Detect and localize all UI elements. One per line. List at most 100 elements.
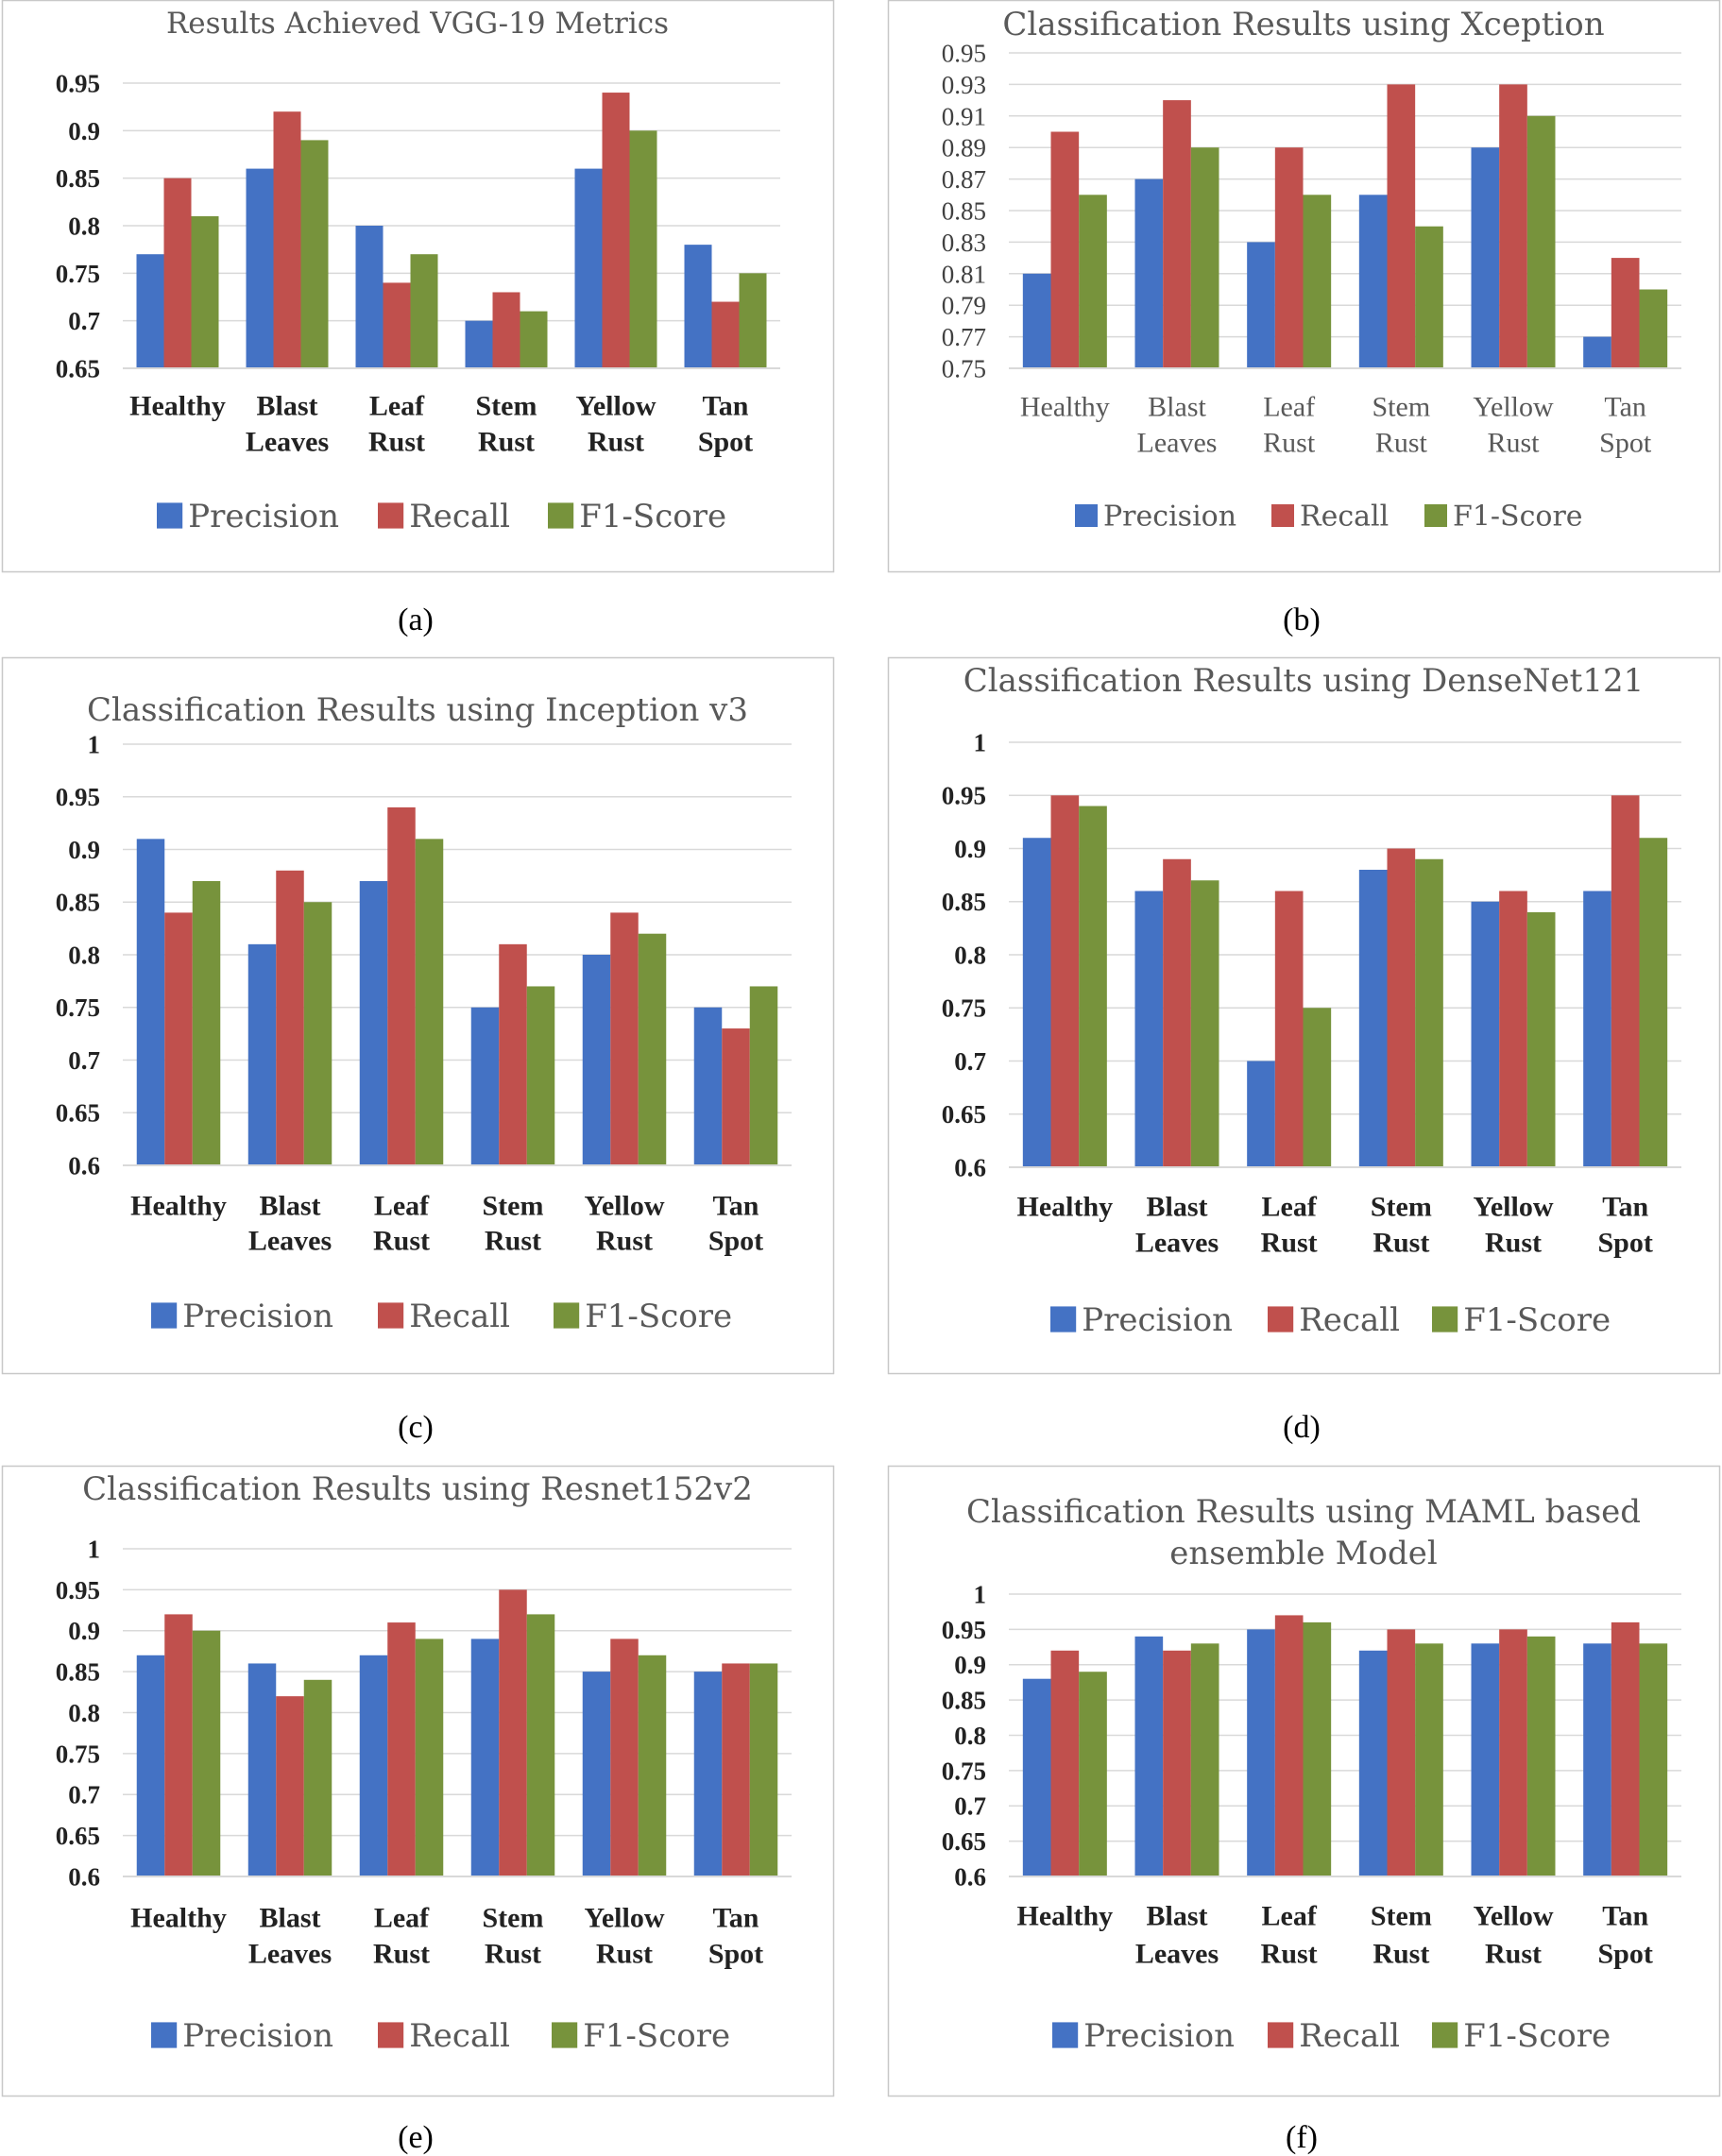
category-label: Rust [373, 1939, 430, 1970]
bar-precision [1583, 336, 1611, 368]
bar-precision [1134, 178, 1164, 368]
category-label: Rust [596, 1939, 653, 1970]
bar-recall [1274, 147, 1304, 368]
category-label: Rust [478, 427, 535, 458]
bar-precision [1247, 1629, 1275, 1876]
bar-precision [1247, 1061, 1275, 1167]
legend-swatch [378, 1302, 404, 1329]
bar-f1-score [1190, 880, 1219, 1167]
legend-swatch [1271, 504, 1294, 527]
y-tick-label: 0.75 [56, 1740, 100, 1768]
y-tick-label: 0.65 [56, 354, 100, 382]
legend-label: Precision [1082, 1301, 1233, 1339]
chart-panel-c: Classification Results using Inception v… [1, 656, 835, 1445]
bar-f1-score [749, 986, 778, 1165]
bar-f1-score [300, 140, 329, 368]
bar-recall [276, 870, 304, 1165]
bar-recall [1611, 258, 1640, 368]
y-tick-label: 0.91 [942, 102, 986, 130]
bar-recall [499, 1589, 527, 1876]
y-tick-label: 0.8 [954, 1722, 986, 1750]
y-tick-label: 0.6 [68, 1151, 100, 1180]
legend-label: Precision [182, 1298, 333, 1335]
bar-recall [1050, 795, 1080, 1167]
y-tick-label: 0.85 [942, 196, 986, 225]
category-label: Spot [1597, 1939, 1652, 1970]
legend-label: Precision [182, 2017, 333, 2055]
category-label: Stem [1372, 392, 1430, 423]
category-label: Stem [1371, 1192, 1432, 1223]
bar-recall [1499, 891, 1527, 1167]
y-tick-label: 0.85 [56, 164, 100, 193]
bar-precision [470, 1007, 500, 1165]
y-tick-label: 0.95 [56, 783, 100, 811]
y-tick-label: 0.6 [68, 1862, 100, 1891]
chart-frame [1, 0, 835, 573]
chart-panel-a: Results Achieved VGG-19 Metrics 0.95 0.9 0.… [1, 0, 835, 637]
category-label: Leaves [248, 1939, 332, 1970]
category-label: Spot [708, 1226, 763, 1257]
bar-f1-score [526, 986, 555, 1165]
category-label: Tan [1602, 1192, 1648, 1223]
y-tick-label: 0.85 [56, 889, 100, 917]
bar-f1-score [638, 933, 667, 1165]
bar-recall [1050, 131, 1080, 368]
legend-label: Recall [409, 1298, 510, 1335]
bar-recall [1163, 1650, 1191, 1876]
bar-f1-score [629, 130, 657, 368]
bar-precision [470, 1638, 500, 1876]
y-tick-label: 1 [974, 1580, 987, 1608]
category-label: Leaf [374, 1903, 430, 1934]
category-label: Leaves [1135, 1939, 1219, 1970]
chart-title: Classification Results using MAML based [966, 1493, 1641, 1531]
category-label: Rust [1261, 1228, 1318, 1259]
bar-f1-score [1526, 912, 1556, 1167]
category-label: Spot [1599, 428, 1652, 459]
y-tick-label: 0.9 [954, 835, 986, 863]
bar-precision [136, 1655, 165, 1876]
bar-precision [684, 245, 712, 368]
bar-f1-score [1415, 1643, 1443, 1876]
bar-recall [1499, 84, 1527, 369]
y-tick-label: 0.65 [942, 1100, 986, 1129]
bar-f1-score [415, 839, 444, 1165]
chart-frame [887, 1465, 1721, 2097]
y-tick-label: 0.77 [942, 323, 986, 351]
chart-frame [887, 656, 1721, 1375]
bar-precision [1358, 195, 1388, 368]
bar-precision [693, 1672, 723, 1876]
bar-f1-score [410, 254, 438, 368]
y-tick-label: 0.7 [68, 307, 100, 335]
bar-recall [1163, 100, 1191, 368]
category-label: Rust [596, 1226, 653, 1257]
legend-label: F1-Score [585, 1298, 732, 1335]
category-label: Blast [1146, 1901, 1207, 1932]
legend-label: Recall [1300, 501, 1389, 534]
category-label: Healthy [1020, 392, 1110, 423]
category-label: Tan [713, 1191, 759, 1222]
y-tick-label: 0.6 [954, 1862, 986, 1891]
y-tick-label: 0.75 [56, 260, 100, 288]
bar-f1-score [1079, 1672, 1107, 1876]
y-tick-label: 0.9 [68, 836, 100, 864]
bar-precision [574, 168, 603, 368]
y-tick-label: 0.7 [68, 1046, 100, 1075]
y-tick-label: 0.65 [56, 1822, 100, 1850]
y-tick-label: 0.85 [942, 1687, 986, 1715]
category-label: Tan [713, 1903, 759, 1934]
bar-recall [383, 282, 411, 368]
category-label: Healthy [1016, 1901, 1113, 1932]
bar-precision [247, 943, 277, 1165]
bar-f1-score [638, 1655, 667, 1876]
bar-recall [492, 292, 520, 368]
legend-label: F1-Score [583, 2017, 730, 2055]
legend-swatch [151, 1302, 178, 1329]
category-label: Leaf [1262, 1192, 1318, 1223]
bar-recall [1499, 1629, 1527, 1876]
bar-recall [602, 93, 630, 369]
category-label: Rust [485, 1226, 541, 1257]
bar-precision [1583, 891, 1611, 1167]
y-tick-label: 0.83 [942, 229, 986, 257]
bar-precision [1471, 901, 1500, 1167]
category-label: Healthy [130, 1903, 227, 1934]
